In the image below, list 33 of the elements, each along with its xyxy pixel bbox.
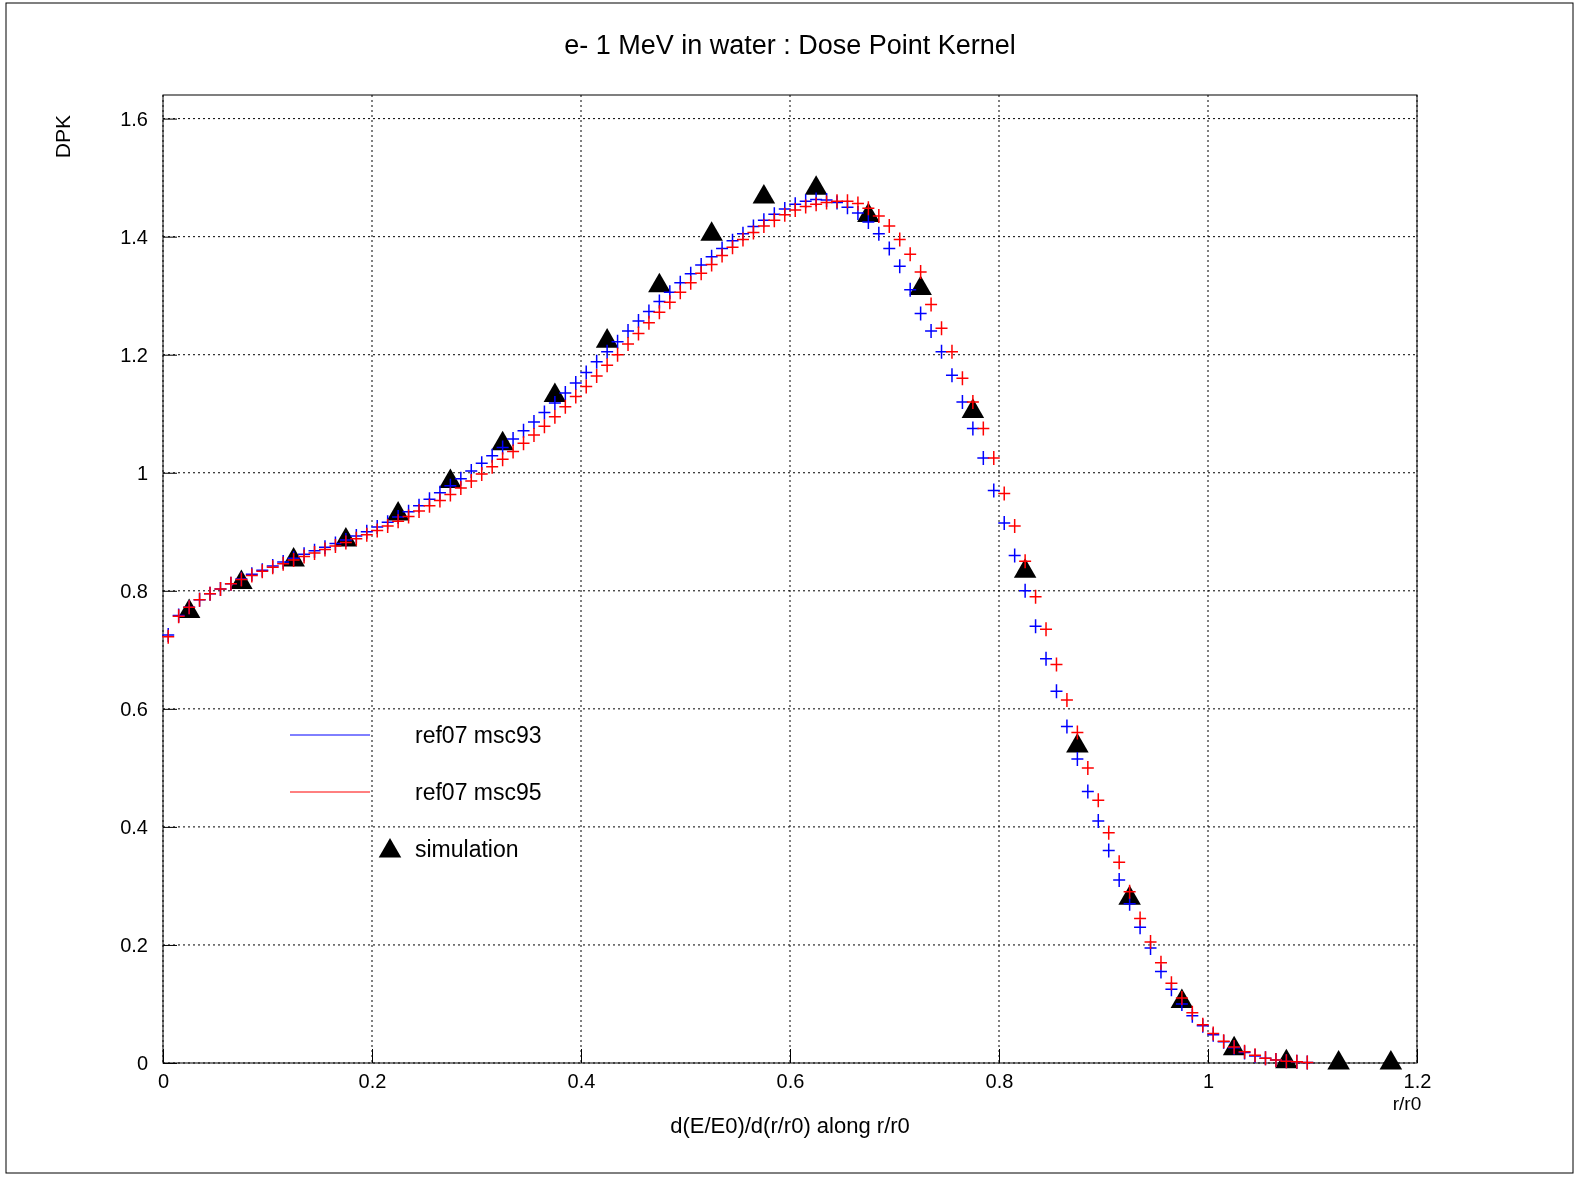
y-tick-label: 0.2 bbox=[120, 933, 148, 956]
point bbox=[543, 382, 567, 402]
chart-title: e- 1 MeV in water : Dose Point Kernel bbox=[564, 30, 1016, 60]
x-tick-label: 0.4 bbox=[567, 1070, 596, 1092]
point bbox=[804, 175, 828, 195]
x-tick-label: 0.2 bbox=[358, 1070, 387, 1092]
x-tick-label: 0.8 bbox=[985, 1070, 1014, 1092]
point bbox=[1379, 1049, 1403, 1070]
legend-label: simulation bbox=[415, 836, 519, 862]
legend-label: ref07 msc93 bbox=[415, 722, 542, 748]
y-axis-title: DPK bbox=[51, 115, 74, 159]
y-tick-label: 0.6 bbox=[120, 697, 148, 720]
y-tick-label: 0.8 bbox=[120, 579, 148, 602]
y-tick-label: 1.2 bbox=[120, 343, 148, 366]
y-tick-label: 1.4 bbox=[120, 225, 148, 248]
y-tick-label: 1.6 bbox=[120, 107, 148, 130]
point bbox=[648, 272, 671, 293]
x-tick-label: 0.6 bbox=[776, 1070, 805, 1092]
x-tick-label: 0 bbox=[157, 1070, 170, 1092]
point bbox=[752, 184, 776, 204]
x-axis-title: d(E/E0)/d(r/r0) along r/r0 bbox=[670, 1113, 910, 1138]
x-tick-label: 1 bbox=[1202, 1070, 1215, 1092]
y-tick-label: 0.4 bbox=[120, 815, 148, 838]
y-tick-label: 0 bbox=[136, 1051, 148, 1074]
point bbox=[909, 275, 932, 296]
y-tick-label: 1 bbox=[136, 461, 148, 484]
point bbox=[700, 221, 723, 241]
legend-label: ref07 msc95 bbox=[415, 779, 542, 805]
text: r/r0 bbox=[1392, 1093, 1422, 1114]
point bbox=[1066, 733, 1089, 753]
x-tick-label: 1.2 bbox=[1403, 1070, 1432, 1092]
point bbox=[1327, 1049, 1350, 1070]
point bbox=[595, 328, 619, 348]
